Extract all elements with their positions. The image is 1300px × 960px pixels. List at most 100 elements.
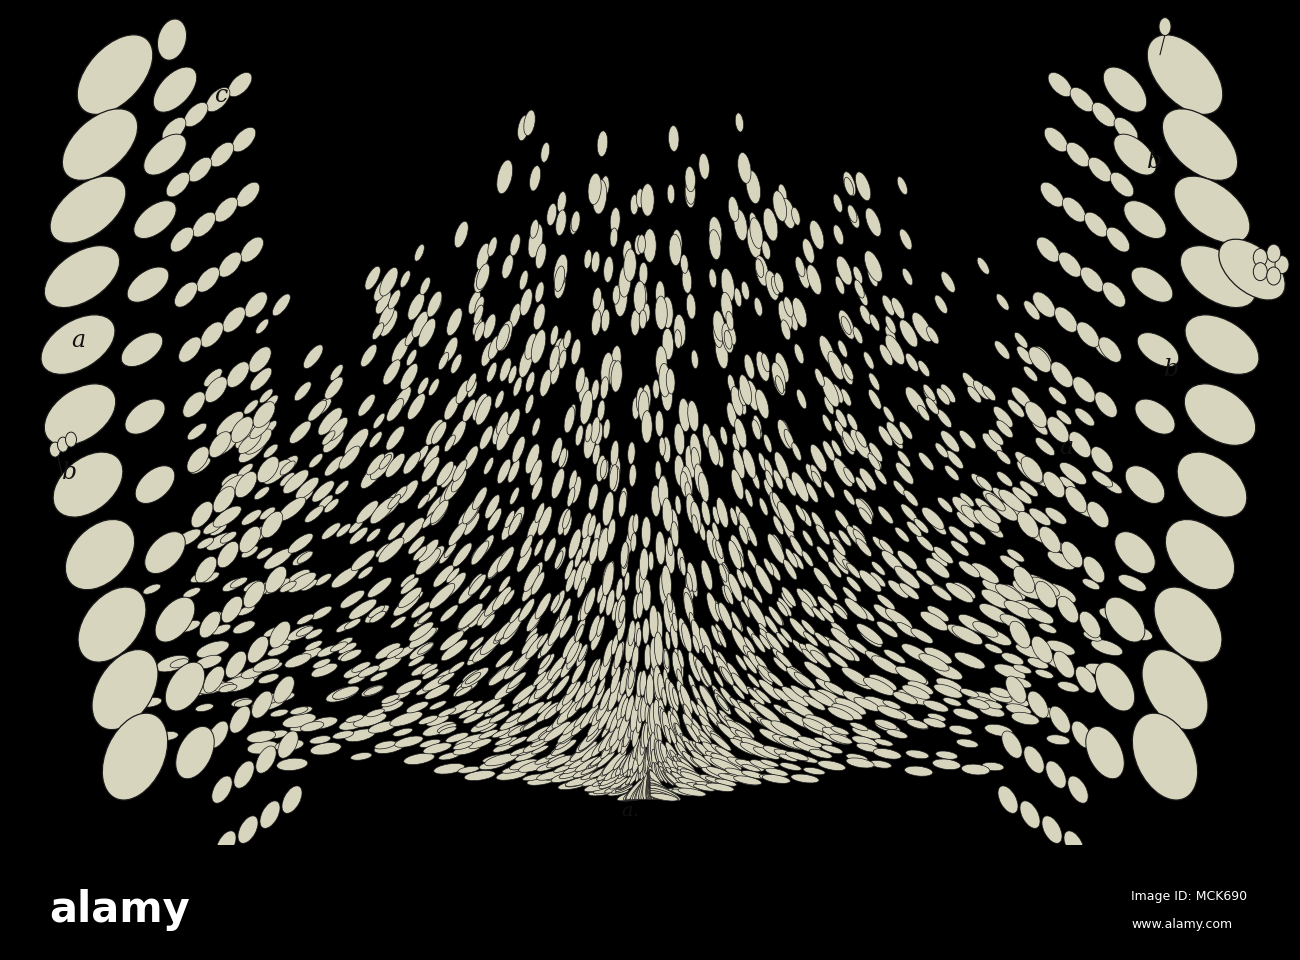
Ellipse shape — [620, 777, 636, 788]
Ellipse shape — [1180, 246, 1256, 307]
Ellipse shape — [1049, 387, 1066, 404]
Ellipse shape — [775, 273, 784, 293]
Ellipse shape — [1020, 801, 1040, 828]
Ellipse shape — [859, 305, 871, 324]
Ellipse shape — [602, 563, 611, 589]
Ellipse shape — [191, 458, 211, 474]
Ellipse shape — [650, 794, 672, 801]
Ellipse shape — [738, 396, 746, 415]
Ellipse shape — [1102, 282, 1126, 307]
Ellipse shape — [285, 654, 311, 668]
Ellipse shape — [611, 785, 630, 793]
Ellipse shape — [451, 469, 467, 492]
Ellipse shape — [668, 788, 686, 795]
Ellipse shape — [634, 235, 642, 255]
Ellipse shape — [670, 728, 677, 746]
Ellipse shape — [315, 573, 332, 586]
Ellipse shape — [737, 153, 751, 183]
Ellipse shape — [680, 772, 711, 787]
Ellipse shape — [543, 721, 571, 742]
Ellipse shape — [372, 323, 383, 340]
Ellipse shape — [257, 457, 280, 483]
Ellipse shape — [936, 409, 952, 427]
Ellipse shape — [725, 311, 733, 330]
Ellipse shape — [658, 673, 664, 699]
Ellipse shape — [734, 708, 751, 723]
Ellipse shape — [254, 659, 280, 672]
Ellipse shape — [715, 779, 737, 786]
Ellipse shape — [1036, 237, 1060, 262]
Ellipse shape — [680, 757, 696, 772]
Ellipse shape — [855, 431, 867, 447]
Ellipse shape — [666, 750, 676, 767]
Ellipse shape — [1060, 476, 1075, 490]
Ellipse shape — [347, 675, 365, 684]
Ellipse shape — [491, 729, 510, 738]
Ellipse shape — [699, 154, 710, 180]
Ellipse shape — [740, 742, 771, 758]
Ellipse shape — [722, 586, 731, 603]
Ellipse shape — [711, 733, 731, 751]
Ellipse shape — [706, 766, 734, 780]
Ellipse shape — [932, 759, 961, 770]
Ellipse shape — [753, 687, 768, 702]
Ellipse shape — [870, 572, 885, 587]
Ellipse shape — [1105, 597, 1145, 642]
Ellipse shape — [564, 407, 575, 433]
Ellipse shape — [1043, 471, 1065, 497]
Ellipse shape — [376, 543, 390, 558]
Ellipse shape — [356, 501, 378, 523]
Ellipse shape — [625, 663, 636, 697]
Ellipse shape — [976, 476, 992, 492]
Ellipse shape — [555, 739, 571, 750]
Ellipse shape — [551, 438, 563, 464]
Ellipse shape — [42, 315, 114, 374]
Ellipse shape — [616, 785, 633, 793]
Ellipse shape — [601, 352, 614, 387]
Ellipse shape — [638, 758, 645, 780]
Ellipse shape — [452, 460, 467, 481]
Ellipse shape — [729, 326, 736, 345]
Ellipse shape — [664, 650, 670, 669]
Ellipse shape — [718, 713, 732, 728]
Ellipse shape — [755, 564, 772, 594]
Ellipse shape — [602, 750, 627, 775]
Ellipse shape — [125, 679, 143, 686]
Ellipse shape — [712, 522, 719, 540]
Ellipse shape — [573, 560, 586, 590]
Text: b: b — [1164, 358, 1179, 381]
Ellipse shape — [615, 767, 633, 783]
Ellipse shape — [252, 691, 272, 718]
Ellipse shape — [1184, 384, 1256, 445]
Ellipse shape — [309, 735, 330, 744]
Ellipse shape — [503, 589, 515, 605]
Ellipse shape — [178, 337, 202, 362]
Ellipse shape — [667, 593, 672, 612]
Ellipse shape — [858, 498, 874, 517]
Ellipse shape — [395, 645, 415, 659]
Ellipse shape — [497, 459, 511, 484]
Ellipse shape — [621, 729, 630, 747]
Ellipse shape — [668, 743, 677, 762]
Ellipse shape — [549, 346, 559, 372]
Ellipse shape — [776, 601, 788, 616]
Ellipse shape — [682, 705, 692, 724]
Ellipse shape — [519, 599, 534, 621]
Ellipse shape — [558, 723, 581, 743]
Ellipse shape — [646, 674, 654, 706]
Ellipse shape — [393, 594, 420, 616]
Ellipse shape — [906, 353, 919, 372]
Ellipse shape — [306, 640, 322, 651]
Ellipse shape — [328, 418, 348, 441]
Ellipse shape — [759, 635, 771, 650]
Ellipse shape — [399, 480, 419, 504]
Ellipse shape — [1028, 527, 1049, 543]
Ellipse shape — [572, 713, 592, 735]
Ellipse shape — [157, 19, 187, 60]
Ellipse shape — [754, 420, 762, 438]
Ellipse shape — [588, 515, 597, 537]
Ellipse shape — [623, 240, 632, 263]
Ellipse shape — [957, 512, 975, 528]
Ellipse shape — [499, 576, 511, 592]
Ellipse shape — [274, 739, 304, 751]
